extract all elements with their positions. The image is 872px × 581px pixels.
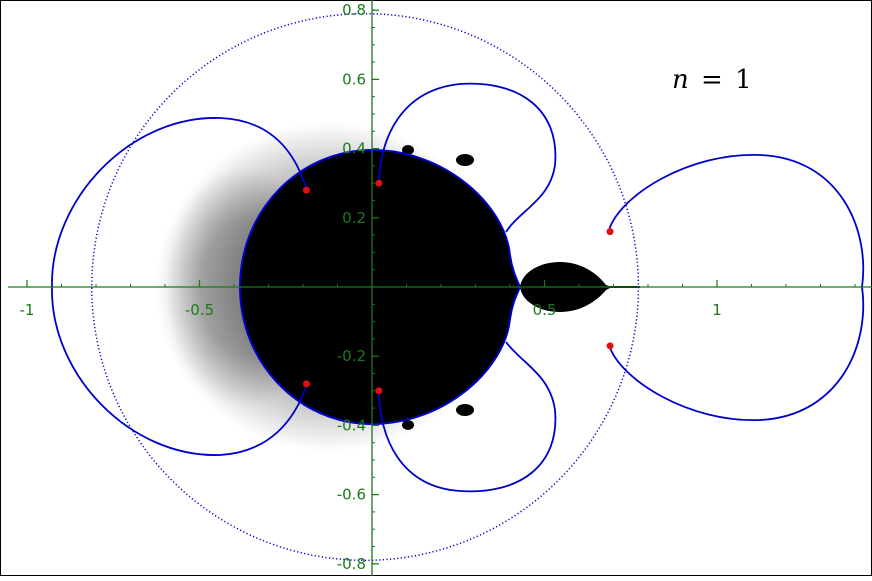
x-tick-label: -1 bbox=[20, 301, 35, 319]
y-tick-label: 0.6 bbox=[342, 70, 366, 88]
point-marker bbox=[375, 179, 383, 187]
set-satellite-bottom bbox=[456, 404, 474, 416]
axes: -1 -0.5 0.5 1 0.8 0.6 0.4 0.2 -0.2 -0.4 -0.6 -0.8 bbox=[8, 0, 872, 576]
point-marker bbox=[606, 228, 614, 236]
y-tick-label: -0.6 bbox=[337, 486, 366, 504]
curve-petal-upper-left bbox=[51, 117, 308, 288]
set-satellite-top-left bbox=[402, 145, 414, 155]
annotation-value: 1 bbox=[735, 65, 752, 95]
curve-petal-lower-left bbox=[51, 286, 308, 456]
y-tick-label: 0.4 bbox=[342, 140, 366, 158]
y-tick-label: -0.4 bbox=[337, 416, 366, 434]
x-tick-label: 1 bbox=[712, 301, 722, 319]
annotation-n-equals-1: n = 1 bbox=[672, 65, 752, 95]
set-satellite-top bbox=[456, 154, 474, 166]
set-satellite-bottom-left bbox=[402, 420, 414, 430]
x-tick-label: 0.5 bbox=[533, 301, 557, 319]
curve-petal-upper-mid bbox=[378, 82, 557, 233]
y-tick-label: -0.8 bbox=[337, 555, 366, 573]
points-layer bbox=[302, 179, 614, 395]
y-tick-label: 0.2 bbox=[342, 209, 366, 227]
y-tick-label: -0.2 bbox=[337, 347, 366, 365]
annotation-n: n bbox=[672, 65, 689, 95]
y-tick-label: 0.8 bbox=[342, 1, 366, 19]
x-tick-label: -0.5 bbox=[185, 301, 214, 319]
point-marker bbox=[302, 186, 310, 194]
point-marker bbox=[302, 380, 310, 388]
point-marker bbox=[375, 387, 383, 395]
point-marker bbox=[606, 342, 614, 350]
curve-petal-lower-mid bbox=[378, 341, 557, 493]
annotation-equals: = bbox=[701, 65, 723, 95]
